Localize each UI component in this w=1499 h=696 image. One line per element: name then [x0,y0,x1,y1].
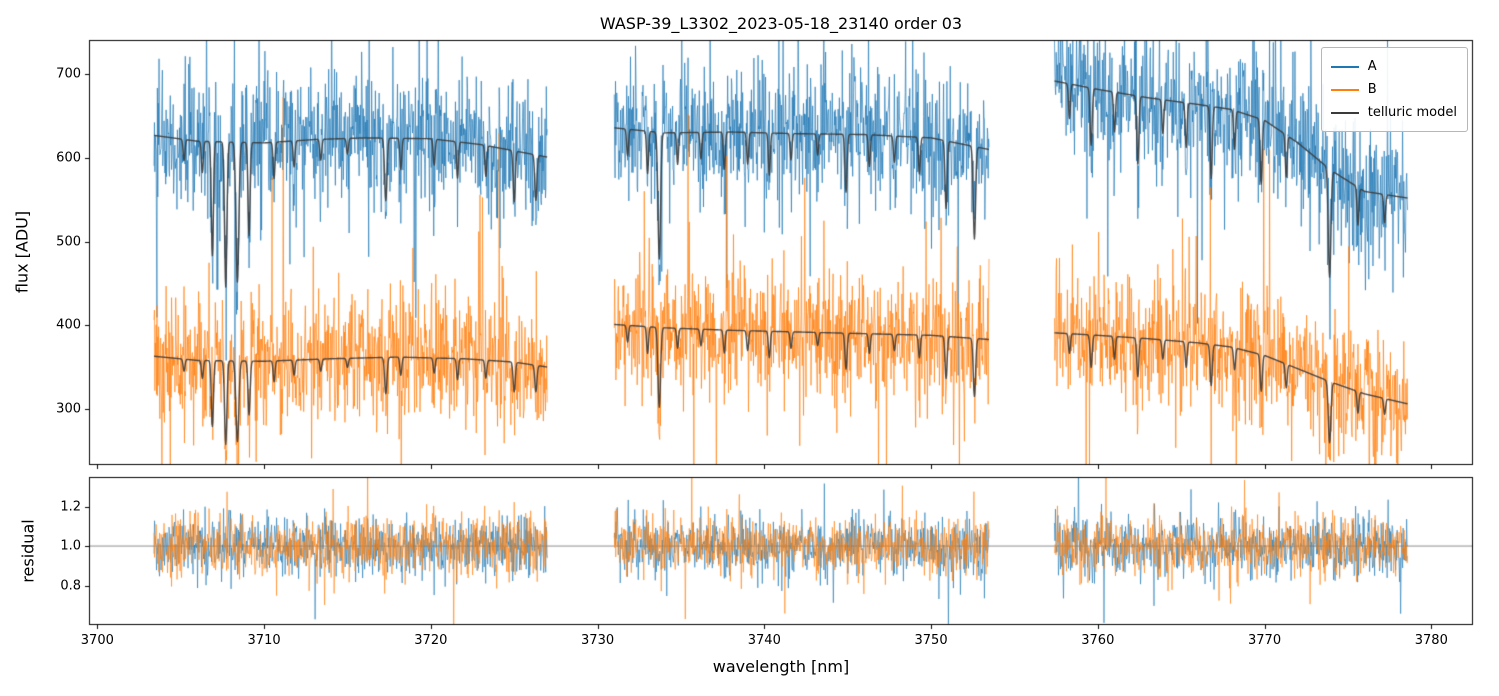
x-tick-label: 3770 [1248,633,1282,648]
x-axis-label: wavelength [nm] [712,657,850,676]
x-tick-label: 3740 [747,633,781,648]
residual-y-tick-label: 1.0 [60,538,81,554]
legend-line-swatch-a [1330,65,1359,68]
x-tick-label: 3700 [80,633,114,648]
plot-title: WASP-39_L3302_2023-05-18_23140 order 03 [599,14,963,33]
x-tick-label: 3710 [247,633,281,648]
x-tick-label: 3760 [1081,633,1115,648]
residual-y-axis-label: residual [18,519,38,583]
flux-y-axis-label: flux [ADU] [12,210,32,294]
x-tick-label: 3780 [1414,633,1448,648]
residual-y-tick-label: 0.8 [60,578,81,594]
legend-item: A [1330,55,1457,78]
flux-y-tick-label: 300 [56,401,81,417]
x-tick-label: 3720 [414,633,448,648]
residual-y-tick-label: 1.2 [60,499,81,515]
legend-line-swatch-b [1330,88,1359,91]
flux-y-tick-label: 400 [56,317,81,333]
flux-y-tick-label: 700 [56,66,81,82]
legend: A B telluric model [1320,47,1468,132]
legend-label: B [1367,82,1377,97]
legend-item: B [1330,78,1457,101]
x-tick-label: 3730 [581,633,615,648]
legend-line-swatch-telluric [1330,111,1359,114]
legend-label: telluric model [1367,105,1457,120]
legend-label: A [1367,59,1377,74]
flux-y-tick-label: 500 [56,234,81,250]
flux-y-tick-label: 600 [56,150,81,166]
x-tick-label: 3750 [914,633,948,648]
legend-item: telluric model [1330,101,1457,124]
